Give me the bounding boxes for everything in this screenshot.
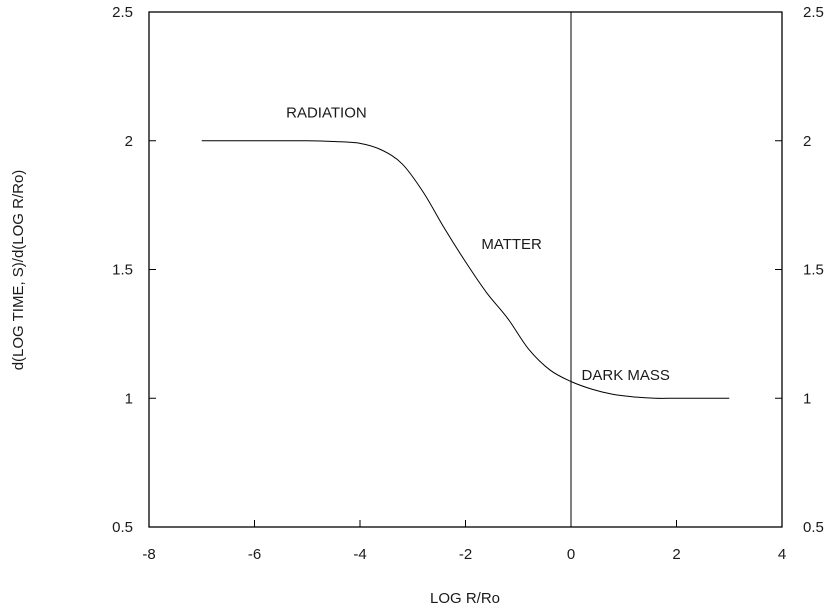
y-tick-label-left: 2.5 [112,4,133,21]
y-tick-label-right: 2 [803,133,811,150]
x-tick-label: 2 [672,546,680,563]
y-tick-label-right: 1 [803,390,811,407]
y-tick-label-left: 1 [125,390,133,407]
annotation-label: MATTER [481,236,542,253]
x-tick-label: -6 [248,546,261,563]
y-tick-labels-right: 0.5 1 1.5 2 2.5 [803,4,824,536]
x-tick-label: -2 [459,546,472,563]
annotation-label: RADIATION [286,105,367,122]
y-tick-labels-left: 0.5 1 1.5 2 2.5 [112,4,133,536]
y-tick-label-left: 2 [125,133,133,150]
x-tick-label: 0 [567,546,575,563]
data-series-line [201,140,730,399]
x-tick-label: -4 [353,546,366,563]
x-axis-title: LOG R/Ro [430,590,500,607]
plot-frame [148,11,783,528]
y-tick-label-left: 0.5 [112,519,133,536]
tick-marks [148,11,783,528]
y-tick-label-right: 0.5 [803,519,824,536]
x-tick-label: -8 [142,546,155,563]
x-tick-label: 4 [778,546,786,563]
x-tick-labels: -8 -6 -4 -2 0 2 4 [142,546,786,563]
y-axis-title: d(LOG TIME, S)/d(LOG R/Ro) [10,170,27,371]
y-tick-label-left: 1.5 [112,262,133,279]
y-tick-label-right: 1.5 [803,262,824,279]
y-tick-label-right: 2.5 [803,4,824,21]
annotations: RADIATION MATTER DARK MASS [286,105,670,385]
annotation-label: DARK MASS [582,367,670,384]
